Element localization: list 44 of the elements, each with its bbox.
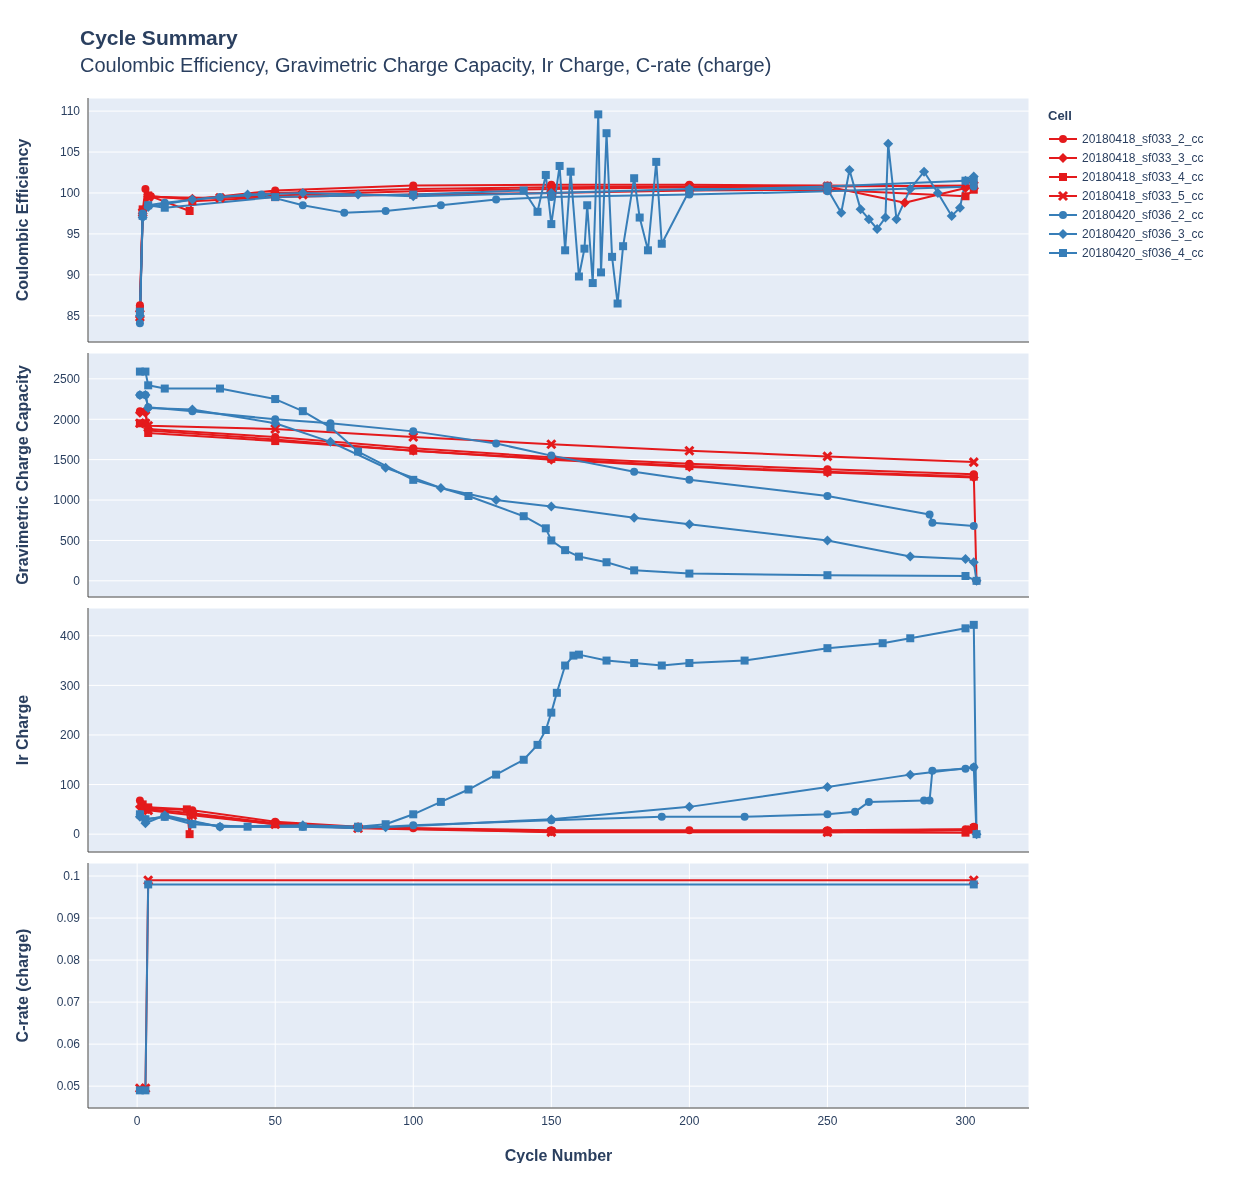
chart-title: Cycle Summary — [80, 26, 239, 50]
y-tick-label: 200 — [59, 728, 81, 743]
y-tick-label: 0.09 — [56, 911, 81, 926]
y-tick-label: 1500 — [53, 452, 81, 467]
y-tick-label: 90 — [66, 268, 81, 283]
y-tick-label: 95 — [66, 227, 81, 242]
legend-title: Cell — [1048, 108, 1073, 123]
legend-label: 20180420_sf036_4_cc — [1082, 245, 1204, 260]
legend-label: 20180418_sf033_4_cc — [1082, 169, 1204, 184]
y-tick-label: 0.07 — [56, 995, 81, 1010]
y-tick-label: 2000 — [53, 412, 81, 427]
y-tick-label: 0.06 — [56, 1037, 81, 1052]
y-tick-label: 0.05 — [56, 1079, 81, 1094]
x-tick-label: 100 — [403, 1113, 424, 1128]
y-tick-label: 0 — [73, 574, 81, 589]
legend-label: 20180418_sf033_2_cc — [1082, 131, 1204, 146]
x-tick-label: 150 — [541, 1113, 562, 1128]
x-tick-label: 300 — [955, 1113, 976, 1128]
y-tick-label: 100 — [59, 777, 81, 792]
y-axis-title: Coulombic Efficiency — [13, 138, 31, 302]
legend-label: 20180418_sf033_5_cc — [1082, 188, 1204, 203]
legend-label: 20180420_sf036_3_cc — [1082, 226, 1204, 241]
legend-label: 20180420_sf036_2_cc — [1082, 207, 1204, 222]
y-axis-title: Ir Charge — [13, 694, 31, 766]
legend-label: 20180418_sf033_3_cc — [1082, 150, 1204, 165]
y-tick-label: 300 — [59, 678, 81, 693]
y-tick-label: 105 — [59, 145, 81, 160]
y-tick-label: 0.08 — [56, 953, 81, 968]
y-tick-label: 1000 — [53, 493, 81, 508]
y-tick-label: 2500 — [53, 372, 81, 387]
y-tick-label: 100 — [59, 186, 81, 201]
y-axis-title: C-rate (charge) — [13, 928, 31, 1043]
y-tick-label: 400 — [59, 629, 81, 644]
y-tick-label: 0 — [73, 827, 81, 842]
y-tick-label: 500 — [59, 533, 81, 548]
y-tick-label: 110 — [60, 104, 81, 119]
y-axis-title: Gravimetric Charge Capacity — [13, 365, 31, 585]
x-tick-label: 250 — [817, 1113, 838, 1128]
y-tick-label: 85 — [66, 309, 81, 324]
y-tick-label: 0.1 — [63, 869, 81, 884]
x-tick-label: 0 — [133, 1113, 141, 1128]
x-tick-label: 50 — [268, 1113, 283, 1128]
chart-subtitle: Coulombic Efficiency, Gravimetric Charge Capacity, Ir Charge, C-rate (charge) — [80, 54, 773, 77]
x-tick-label: 200 — [679, 1113, 700, 1128]
